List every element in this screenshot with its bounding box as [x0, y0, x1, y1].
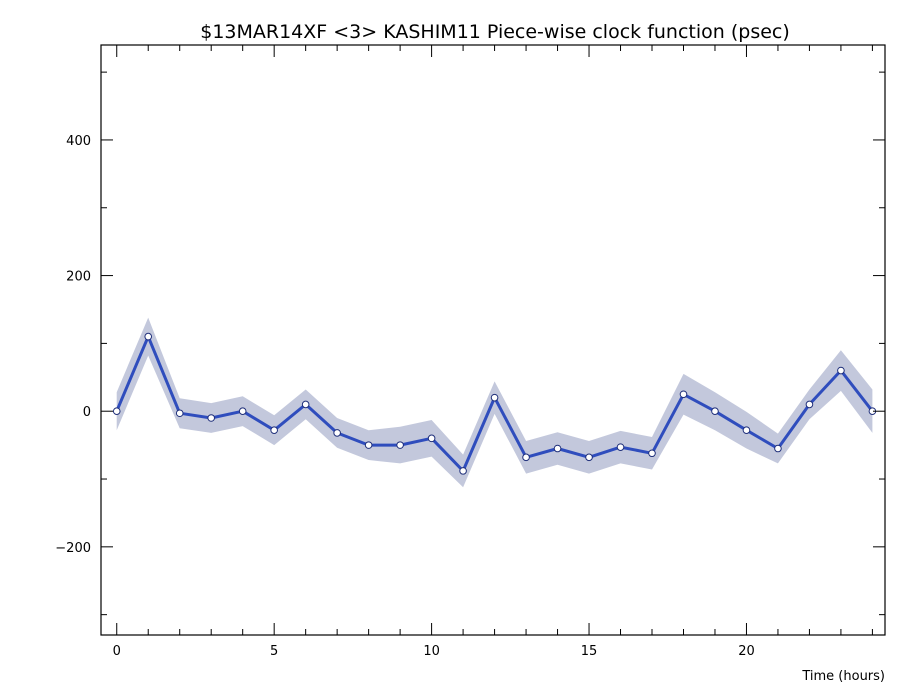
data-point [427, 434, 436, 443]
data-points-layer [112, 332, 877, 475]
y-tick-label: 200 [66, 270, 91, 285]
data-point [207, 414, 216, 422]
x-tick-label: 5 [270, 644, 278, 659]
data-point [301, 400, 310, 409]
data-point [144, 332, 153, 341]
data-point [459, 467, 467, 475]
data-point [270, 426, 278, 434]
data-point [553, 444, 562, 453]
data-point [364, 441, 373, 449]
plot-frame [100, 44, 886, 636]
uncertainty-band [116, 317, 873, 488]
x-tick-label: 10 [423, 644, 440, 659]
data-point [679, 390, 688, 399]
data-point [238, 407, 247, 416]
data-point [490, 393, 499, 402]
data-point [742, 426, 751, 434]
x-tick-label: 20 [738, 644, 755, 659]
data-point [837, 366, 845, 375]
y-tick-label: −200 [55, 541, 91, 556]
y-tick-label: 0 [83, 405, 91, 420]
x-tick-label: 0 [113, 644, 121, 659]
data-point [711, 407, 719, 416]
data-point [774, 444, 782, 453]
data-point [175, 409, 184, 418]
data-point [585, 453, 593, 462]
data-point [522, 453, 530, 462]
data-point [616, 443, 625, 451]
uncertainty-band-layer [116, 317, 873, 488]
chart-title: $13MAR14XF <3> KASHIM11 Piece-wise clock… [200, 21, 790, 43]
data-point [648, 449, 656, 458]
data-point [396, 441, 404, 449]
data-point [112, 407, 121, 416]
data-point [805, 400, 814, 409]
data-point [333, 429, 341, 437]
x-axis-label: Time (hours) [801, 669, 885, 684]
axis-ticks-layer: 0 5 10 15 20 −200 0 200 400 [55, 45, 885, 659]
y-tick-label: 400 [66, 134, 91, 149]
x-tick-label: 15 [581, 644, 598, 659]
